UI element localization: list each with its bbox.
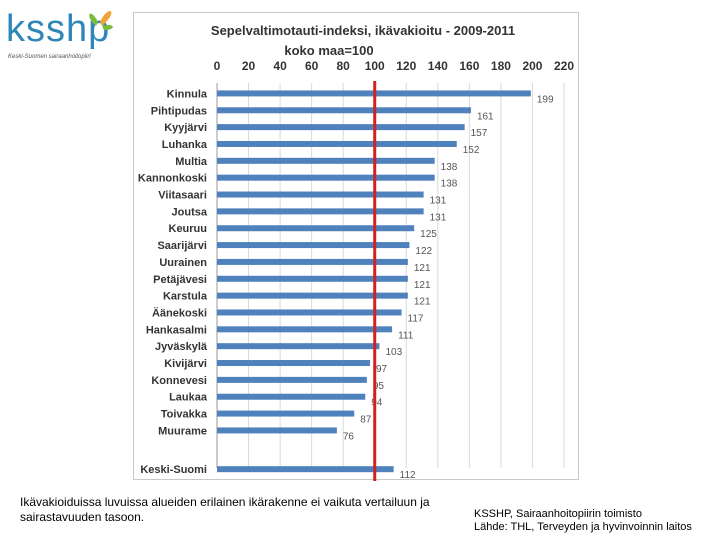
value-label: 94: [371, 398, 383, 409]
category-label: Viitasaari: [158, 190, 207, 202]
x-tick-label: 220: [554, 59, 574, 73]
category-label: Multia: [175, 156, 208, 168]
bar-chart: Sepelvaltimotauti-indeksi, ikävakioitu -…: [138, 23, 575, 481]
value-label: 161: [477, 111, 494, 122]
bar: [217, 174, 435, 181]
value-label: 199: [537, 94, 554, 105]
category-label: Muurame: [158, 425, 207, 437]
x-tick-label: 60: [305, 59, 319, 73]
bar: [217, 410, 355, 417]
value-label: 97: [376, 364, 388, 375]
ksshp-logo: ksshp Keski-Suomen sairaanhoitopiiri: [6, 2, 124, 64]
value-label: 138: [441, 162, 458, 173]
category-label: Kivijärvi: [164, 358, 207, 370]
source-line-2: Lähde: THL, Terveyden ja hyvinvoinnin la…: [474, 521, 692, 533]
x-tick-label: 40: [273, 59, 287, 73]
bar: [217, 275, 408, 282]
x-tick-label: 20: [242, 59, 256, 73]
gridlines: [216, 83, 565, 468]
source-line-1: KSSHP, Sairaanhoitopiirin toimisto: [474, 508, 642, 520]
bar: [217, 427, 337, 434]
value-label: 138: [441, 179, 458, 190]
category-label: Uurainen: [159, 257, 207, 269]
value-label: 112: [400, 470, 416, 481]
category-label: Kannonkoski: [138, 173, 207, 185]
value-label: 131: [430, 212, 447, 223]
x-tick-label: 140: [428, 59, 448, 73]
chart-subtitle: koko maa=100: [284, 43, 373, 58]
bar: [217, 242, 410, 249]
value-label: 122: [415, 246, 432, 257]
bar: [217, 343, 380, 350]
category-labels: Kinnula Pihtipudas Kyyjärvi Luhanka Multia Ka…: [138, 88, 208, 476]
value-label: 111: [398, 330, 414, 341]
category-label: Jyväskylä: [155, 341, 208, 353]
x-axis-ticks: 0 20 40 60 80 100 120 140 160 180 200 220: [214, 59, 575, 73]
x-tick-label: 0: [214, 59, 221, 73]
bar: [217, 309, 402, 316]
category-label: Joutsa: [172, 206, 208, 218]
value-label: 95: [373, 381, 385, 392]
category-label: Pihtipudas: [151, 105, 207, 117]
value-label: 117: [408, 313, 424, 324]
chart-frame: Sepelvaltimotauti-indeksi, ikävakioitu -…: [133, 12, 579, 481]
value-label: 152: [463, 145, 480, 156]
bar: [217, 124, 465, 131]
bar: [217, 107, 471, 114]
source-credit: KSSHP, Sairaanhoitopiirin toimisto Lähde…: [474, 508, 692, 534]
category-label: Kyyjärvi: [164, 122, 207, 134]
category-label: Hankasalmi: [146, 324, 207, 336]
butterfly-icon: [89, 10, 113, 30]
category-label: Petäjävesi: [153, 274, 207, 286]
bar: [217, 292, 408, 299]
value-label: 121: [414, 263, 431, 274]
x-tick-label: 200: [522, 59, 542, 73]
value-label: 157: [471, 128, 488, 139]
value-label: 87: [360, 415, 372, 426]
category-label: Keski-Suomi: [140, 464, 207, 476]
value-label: 121: [414, 280, 431, 291]
bar: [217, 466, 394, 473]
x-tick-label: 160: [459, 59, 479, 73]
category-label: Saarijärvi: [157, 240, 207, 252]
category-label: Konnevesi: [151, 375, 207, 387]
bar: [217, 140, 457, 147]
category-label: Laukaa: [169, 392, 208, 404]
bar: [217, 157, 435, 164]
bar: [217, 208, 424, 215]
chart-title: Sepelvaltimotauti-indeksi, ikävakioitu -…: [211, 23, 515, 38]
value-label: 103: [385, 347, 402, 358]
x-tick-label: 100: [365, 59, 385, 73]
category-label: Kinnula: [167, 88, 208, 100]
category-label: Luhanka: [162, 139, 208, 151]
value-label: 125: [420, 229, 437, 240]
category-label: Karstula: [163, 291, 208, 303]
bar: [217, 258, 408, 265]
footnote: Ikävakioiduissa luvuissa alueiden erilai…: [20, 495, 430, 524]
x-tick-label: 120: [396, 59, 416, 73]
x-tick-label: 80: [337, 59, 351, 73]
value-labels: 199 161 157 152 138 138 131 131 125 122 121 121 121 1…: [343, 94, 554, 481]
bar: [217, 191, 424, 198]
category-label: Äänekoski: [152, 306, 207, 319]
category-label: Keuruu: [169, 223, 208, 235]
value-label: 121: [414, 297, 431, 308]
bar: [217, 326, 393, 333]
bar: [217, 393, 366, 400]
value-label: 131: [430, 196, 447, 207]
logo-subtitle: Keski-Suomen sairaanhoitopiiri: [8, 54, 91, 60]
bar: [217, 360, 370, 367]
bar: [217, 225, 415, 232]
category-label: Toivakka: [161, 409, 208, 421]
value-label: 76: [343, 431, 355, 442]
bar: [217, 376, 367, 383]
x-tick-label: 180: [491, 59, 511, 73]
